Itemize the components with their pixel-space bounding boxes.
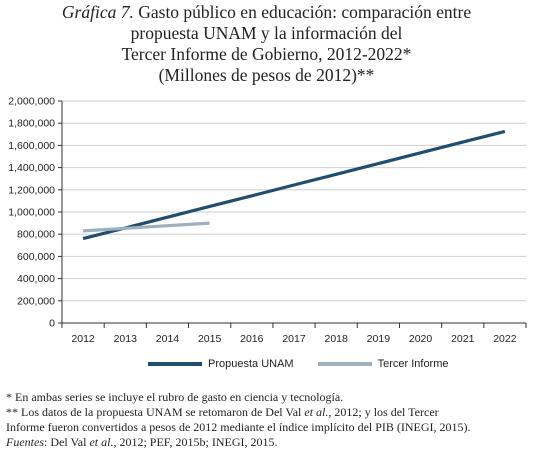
sources-part-b: : Del Val	[44, 435, 90, 449]
y-tick-label: 400,000	[17, 273, 55, 285]
series-line-tercer-informe	[83, 221, 210, 233]
axes	[58, 100, 527, 328]
footnote-2: ** Los datos de la propuesta UNAM se ret…	[6, 405, 528, 420]
x-tick-labels: 2012 2013 2014 2015 2016 2017 2018 2019 2020 2021…	[71, 333, 516, 345]
x-tick-label: 2014	[156, 333, 180, 345]
y-tick-label: 600,000	[17, 251, 55, 263]
legend-item-propuesta: Propuesta UNAM	[148, 358, 294, 370]
legend-label-propuesta: Propuesta UNAM	[208, 358, 294, 370]
sources-part-c: et al.	[89, 435, 114, 449]
footnote-2-part-a: ** Los datos de la propuesta UNAM se ret…	[6, 405, 305, 419]
title-line-3: Tercer Informe de Gobierno, 2012-2022*	[121, 44, 412, 64]
footnote-2-part-b: et al.	[304, 405, 329, 419]
x-tick-label: 2013	[114, 333, 138, 345]
y-tick-labels: 0 200,000 400,000 600,000 800,000 1,000,000 1,…	[8, 96, 55, 330]
title-line-1: Gráfica 7. Gasto público en educación: c…	[0, 2, 533, 23]
y-tick-label: 2,000,000	[8, 96, 55, 108]
y-tick-label: 800,000	[17, 229, 55, 241]
y-tick-label: 200,000	[17, 295, 55, 307]
y-tick-label: 1,200,000	[8, 184, 55, 196]
series-line-propuesta-unam	[82, 129, 506, 241]
y-tick-label: 1,000,000	[8, 207, 55, 219]
title-line-4: (Millones de pesos de 2012)**	[158, 65, 375, 85]
series-lines	[82, 129, 506, 241]
y-tick-label: 1,600,000	[8, 140, 55, 152]
gridlines	[62, 100, 526, 302]
chart-title: Gráfica 7. Gasto público en educación: c…	[0, 2, 533, 86]
sources-label: Fuentes	[6, 435, 44, 449]
x-tick-label: 2012	[71, 333, 95, 345]
title-line-2: propuesta UNAM y la información del	[130, 23, 403, 43]
footnote-3: Informe fueron convertidos a pesos de 20…	[6, 420, 471, 434]
x-tick-label: 2022	[493, 333, 517, 345]
legend-label-tercer-informe: Tercer Informe	[377, 358, 449, 370]
sources-line: Fuentes: Del Val et al., 2012; PEF, 2015…	[6, 435, 528, 450]
footnotes: * En ambas series se incluye el rubro de…	[6, 390, 528, 450]
legend-item-tercer-informe: Tercer Informe	[317, 358, 449, 370]
sources-part-d: , 2012; PEF, 2015b; INEGI, 2015.	[113, 435, 278, 449]
x-tick-label: 2020	[409, 333, 433, 345]
legend-swatch-tercer-informe	[317, 362, 372, 366]
y-tick-label: 0	[49, 318, 55, 330]
x-tick-label: 2016	[240, 333, 264, 345]
y-tick-label: 1,800,000	[8, 118, 55, 130]
legend-swatch-propuesta	[148, 362, 202, 366]
footnote-1: * En ambas series se incluye el rubro de…	[6, 390, 344, 404]
x-tick-label: 2017	[282, 333, 306, 345]
x-tick-label: 2021	[451, 333, 475, 345]
legend: Propuesta UNAM Tercer Informe	[148, 356, 473, 372]
x-tick-label: 2019	[367, 333, 391, 345]
x-tick-label: 2015	[198, 333, 222, 345]
x-tick-label: 2018	[325, 333, 349, 345]
footnote-2-part-c: , 2012; y los del Tercer	[328, 405, 439, 419]
y-tick-label: 1,400,000	[8, 162, 55, 174]
title-line-1-text: Gasto público en educación: comparación …	[138, 2, 472, 22]
title-lead: Gráfica 7.	[61, 2, 134, 22]
